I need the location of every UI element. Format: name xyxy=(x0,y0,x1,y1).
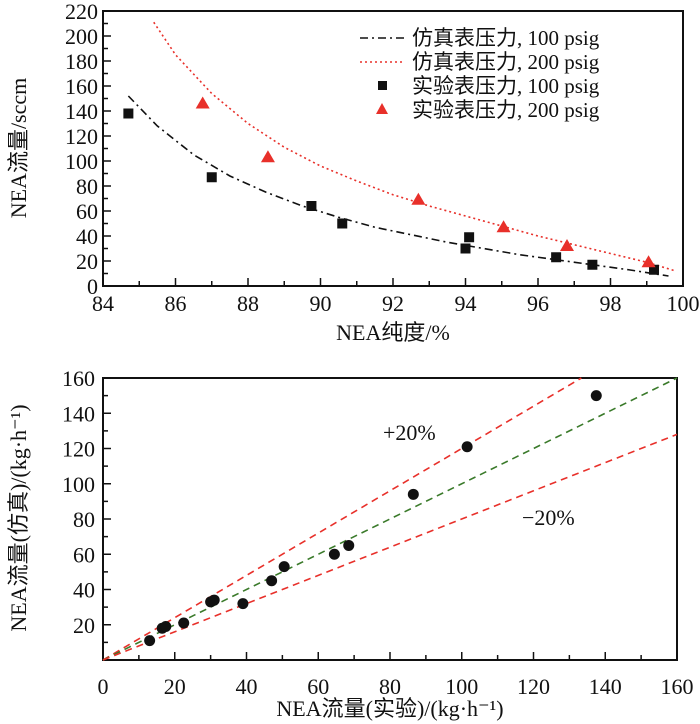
bottom-x-tick-label: 40 xyxy=(236,674,258,699)
top-y-tick-label: 220 xyxy=(65,0,98,24)
top-chart: 84 86 88 90 92 94 96 98 100 02040608010012014016… xyxy=(6,0,700,345)
data-point-circle xyxy=(266,575,278,587)
data-point-triangle xyxy=(641,255,656,268)
top-y-tick-label: 60 xyxy=(76,199,98,224)
top-y-tick-label: 140 xyxy=(65,99,98,124)
data-point-square xyxy=(464,232,475,243)
legend-label: 实验表压力, 100 psig xyxy=(412,74,600,98)
top-x-tick-label: 90 xyxy=(310,291,332,316)
top-x-axis-title: NEA纯度/% xyxy=(336,320,450,345)
bottom-y-tick-label: 60 xyxy=(73,542,95,567)
top-series-line-1 xyxy=(153,21,676,272)
top-x-tick-label: 96 xyxy=(527,291,549,316)
top-series-line-0 xyxy=(127,95,669,277)
legend-label: 实验表压力, 200 psig xyxy=(412,98,600,122)
data-point-circle xyxy=(407,488,419,500)
bottom-x-tick-label: 0 xyxy=(98,674,109,699)
bottom-y-tick-label: 40 xyxy=(73,578,95,603)
bottom-x-tick-label: 20 xyxy=(164,674,186,699)
data-point-square xyxy=(551,252,562,263)
data-point-square xyxy=(587,259,598,270)
top-y-tick-label: 180 xyxy=(65,49,98,74)
data-point-square xyxy=(649,264,659,275)
bottom-y-tick-label: 20 xyxy=(73,613,95,638)
legend-label: 仿真表压力, 100 psig xyxy=(412,26,600,50)
data-point-triangle xyxy=(496,220,511,233)
top-x-tick-label: 88 xyxy=(237,291,259,316)
top-y-tick-label: 80 xyxy=(76,174,98,199)
top-y-tick-label: 100 xyxy=(65,149,98,174)
bottom-chart: 0 20 40 60 80 100 120 140 160 20 40 60 80 100 120 140 1… xyxy=(6,366,694,721)
top-y-tick-label: 20 xyxy=(76,249,98,274)
bottom-x-tick-label: 100 xyxy=(445,674,478,699)
bottom-x-tick-label: 160 xyxy=(661,674,694,699)
data-point-circle xyxy=(461,441,473,453)
bottom-y-tick-label: 100 xyxy=(62,472,95,497)
data-point-circle xyxy=(237,598,249,610)
top-x-tick-label: 98 xyxy=(600,291,622,316)
top-y-tick-label: 0 xyxy=(87,274,98,299)
bottom-x-tick-label: 140 xyxy=(589,674,622,699)
data-point-circle xyxy=(144,635,156,647)
bottom-y-tick-label: 120 xyxy=(62,437,95,462)
annotation-plus-20: +20% xyxy=(383,420,436,445)
data-point-square xyxy=(206,172,217,183)
annotation-minus-20: −20% xyxy=(522,505,575,530)
data-point-triangle xyxy=(195,96,210,109)
data-point-circle xyxy=(590,390,602,402)
top-y-axis-title: NEA流量/sccm xyxy=(6,78,31,219)
bottom-x-tick-label: 80 xyxy=(379,674,401,699)
top-y-tick-label: 40 xyxy=(76,224,98,249)
data-point-circle xyxy=(178,617,190,629)
bottom-y-tick-label: 80 xyxy=(73,507,95,532)
top-y-tick-label: 120 xyxy=(65,124,98,149)
data-point-circle xyxy=(278,561,290,573)
top-x-tick-label: 100 xyxy=(667,291,700,316)
top-x-tick-label: 92 xyxy=(382,291,404,316)
top-x-tick-label: 86 xyxy=(165,291,187,316)
data-point-triangle xyxy=(260,150,275,163)
bottom-x-tick-label: 120 xyxy=(517,674,550,699)
reference-line-2 xyxy=(102,433,678,661)
bottom-y-tick-label: 140 xyxy=(62,401,95,426)
top-x-tick-label: 94 xyxy=(455,291,477,316)
top-y-tick-label: 160 xyxy=(65,74,98,99)
top-x-tick-label: 84 xyxy=(92,291,114,316)
data-point-square xyxy=(337,218,348,229)
bottom-x-axis-title: NEA流量(实验)/(kg·h⁻¹) xyxy=(276,696,503,721)
data-point-triangle xyxy=(560,239,574,251)
data-point-triangle xyxy=(411,192,426,205)
bottom-y-tick-label: 160 xyxy=(62,366,95,391)
data-point-circle xyxy=(208,594,220,606)
data-point-circle xyxy=(343,539,355,551)
bottom-x-tick-label: 60 xyxy=(307,674,329,699)
bottom-y-axis-title: NEA流量(仿真)/(kg·h⁻¹) xyxy=(6,404,31,631)
legend-triangle-swatch xyxy=(376,103,388,114)
data-point-square xyxy=(123,108,134,119)
legend-square-swatch xyxy=(378,81,387,90)
legend-label: 仿真表压力, 200 psig xyxy=(412,50,600,74)
top-y-tick-label: 200 xyxy=(65,24,98,49)
data-point-circle xyxy=(328,548,340,560)
data-point-circle xyxy=(160,621,172,633)
reference-line-1 xyxy=(102,377,678,661)
data-point-square xyxy=(306,201,317,211)
reference-line-0 xyxy=(102,377,582,661)
data-point-square xyxy=(460,243,471,254)
